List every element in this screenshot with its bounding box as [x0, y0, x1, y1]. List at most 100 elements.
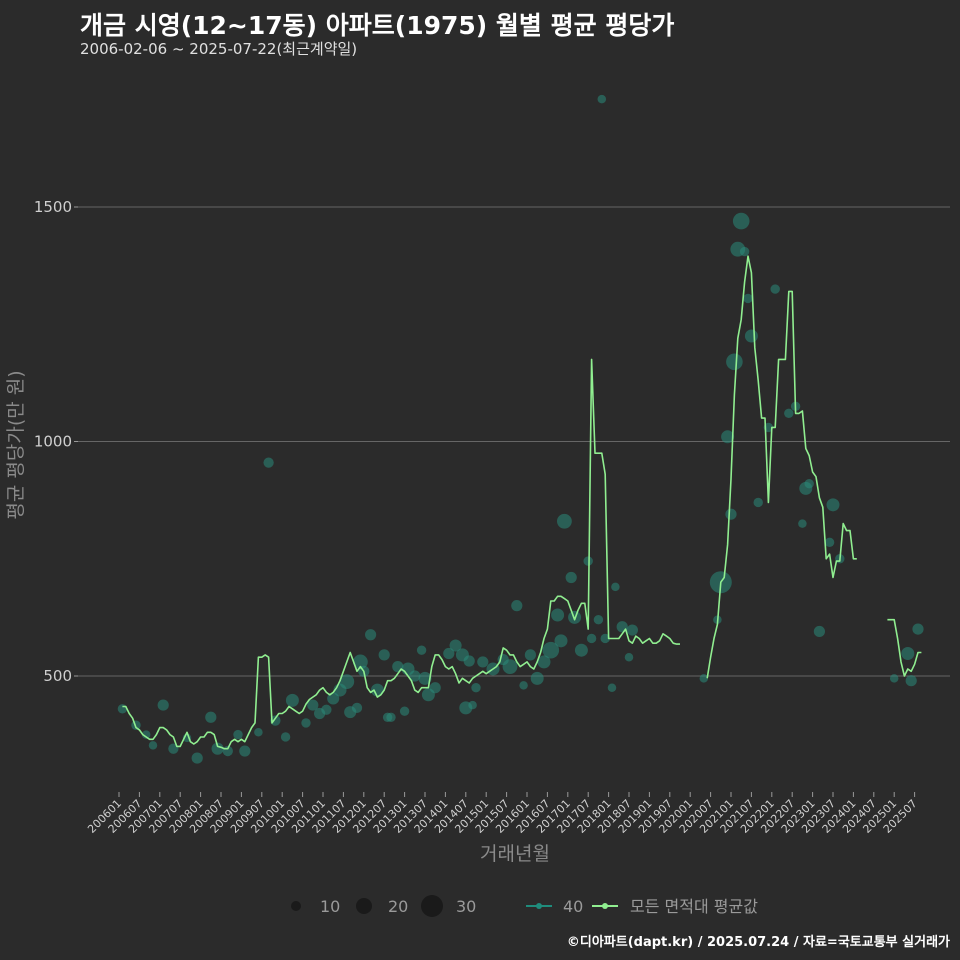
chart-subtitle: 2006-02-06 ~ 2025-07-22(최근계약일) [80, 40, 358, 58]
area-40-point [624, 652, 634, 662]
area-40-point [798, 519, 807, 528]
y-tick-label: 500 [43, 667, 72, 685]
area-40-point [463, 655, 475, 667]
area-40-point [626, 624, 639, 636]
area-40-point [551, 608, 565, 622]
area-40-point [905, 675, 917, 687]
legend-size-30-marker [421, 895, 443, 917]
source-footer: ©디아파트(dapt.kr) / 2025.07.24 / 자료=국토교통부 실… [566, 935, 950, 950]
area-40-point [743, 293, 753, 304]
y-axis-label: 평균 평당가(만 원) [5, 370, 27, 519]
area-40-point [586, 633, 597, 644]
area-40-point [254, 728, 263, 737]
area-40-point [721, 430, 735, 444]
area-40-point [370, 683, 384, 697]
area-40-point [301, 718, 311, 728]
area-40-point [565, 571, 577, 584]
area-40-point [725, 508, 737, 520]
legend-size-10-marker [291, 901, 301, 911]
area-40-point [557, 513, 572, 529]
average-line-segment [122, 358, 680, 750]
area-40-point [574, 643, 588, 657]
area-40-point [889, 674, 899, 683]
chart-title: 개금 시영(12~17동) 아파트(1975) 월별 평균 평당가 [80, 11, 675, 40]
area-40-point [409, 670, 421, 682]
area-40-point [542, 641, 560, 659]
area-40-point [233, 729, 243, 740]
area-40-point [770, 284, 780, 294]
area-40-point [157, 699, 169, 711]
area-40-point [339, 674, 355, 690]
area-40-point [597, 94, 607, 104]
area-40-point [418, 671, 432, 685]
area-40-points [117, 94, 924, 764]
area-40-point [386, 712, 396, 722]
legend-size-20-label: 20 [388, 897, 408, 916]
area-40-point [607, 683, 617, 692]
area-40-point [117, 704, 128, 714]
area-40-point [205, 711, 217, 723]
area-40-point [270, 715, 281, 726]
area-40-point [378, 649, 390, 661]
y-axis-ticks: 500 1000 1500 [34, 198, 78, 685]
area-40-point [471, 683, 481, 693]
area-40-point [732, 212, 750, 230]
x-axis-ticks: 2006012006072007012007072008012008072009… [85, 792, 920, 836]
x-axis-label: 거래년월 [480, 843, 550, 865]
area-40-point [813, 625, 826, 638]
area-40-point [912, 623, 924, 635]
legend-line-1-dot [602, 903, 608, 909]
area-40-point [429, 682, 441, 694]
area-40-point [901, 646, 915, 660]
area-40-point [443, 647, 455, 660]
area-40-point [353, 654, 368, 670]
legend-size-20-marker [356, 898, 372, 914]
area-40-point [239, 745, 251, 757]
area-40-point [519, 681, 528, 690]
y-tick-label: 1000 [34, 433, 72, 451]
area-40-point [804, 479, 814, 489]
area-40-point [399, 706, 410, 716]
area-40-point [554, 634, 568, 648]
legend-line-0-label: 40 [563, 897, 583, 916]
area-40-point [583, 556, 593, 566]
area-40-point [739, 246, 750, 257]
area-40-point [726, 353, 743, 371]
area-40-point [307, 699, 319, 711]
area-40-point [524, 649, 537, 661]
area-40-point [753, 497, 763, 508]
area-40-point [468, 700, 477, 710]
average-line-segment [887, 618, 922, 677]
average-line [122, 255, 922, 750]
area-40-point [826, 498, 840, 512]
area-40-point [263, 457, 274, 468]
legend: 10 20 30 40 모든 면적대 평균값 [291, 895, 758, 917]
area-40-point [416, 645, 427, 655]
area-40-point [477, 656, 489, 668]
area-40-point [699, 674, 709, 683]
area-40-point [511, 600, 523, 612]
y-tick-label: 1500 [34, 198, 72, 216]
area-40-point [365, 629, 377, 641]
area-40-point [611, 582, 620, 592]
area-40-point [744, 329, 758, 343]
area-40-point [449, 639, 462, 652]
area-40-point [191, 752, 203, 764]
area-40-point [824, 537, 835, 548]
area-40-point [537, 655, 551, 669]
legend-line-0-dot [536, 903, 542, 909]
area-40-point [593, 615, 604, 625]
area-40-point [351, 702, 363, 714]
area-40-point [211, 742, 224, 755]
area-40-point [148, 741, 158, 750]
area-40-point [784, 408, 794, 419]
legend-line-1-label: 모든 면적대 평균값 [630, 897, 758, 916]
area-40-point [280, 732, 291, 742]
area-40-point [530, 671, 544, 685]
area-40-point [285, 693, 299, 707]
average-line-segment [706, 255, 857, 679]
area-40-point [502, 659, 518, 675]
area-40-point [141, 730, 151, 739]
area-40-point [600, 633, 610, 644]
